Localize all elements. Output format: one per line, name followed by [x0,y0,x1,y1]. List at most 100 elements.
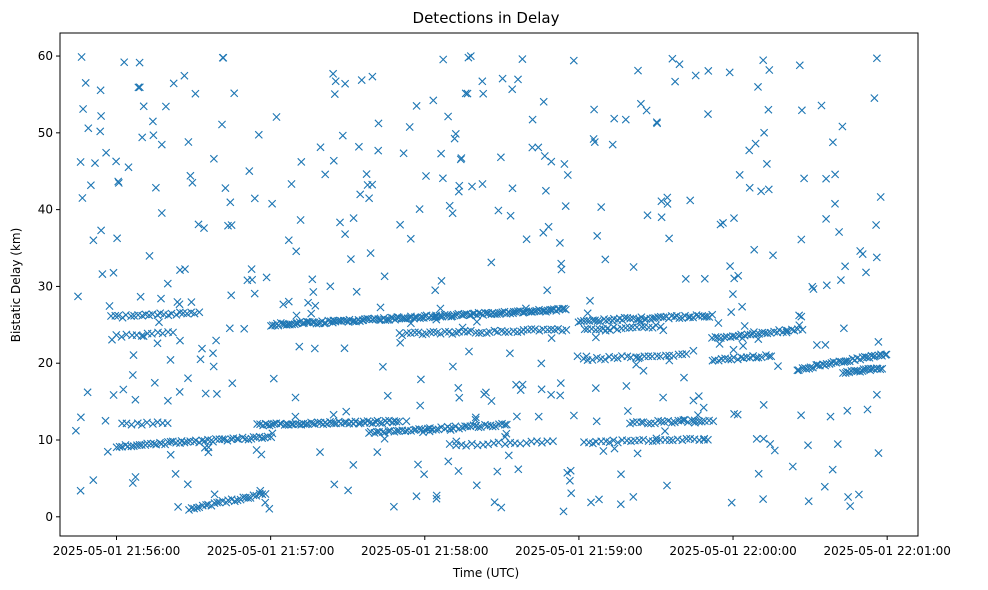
data-point [198,344,206,353]
data-point [878,364,887,373]
data-point [256,486,265,495]
data-point [128,479,137,487]
data-point [471,328,480,337]
data-point [667,418,676,427]
data-point [838,122,847,131]
data-point [392,417,401,426]
data-point [629,263,638,271]
data-point [167,309,176,318]
data-point [751,139,760,148]
data-point [196,355,205,364]
data-point [245,167,254,176]
data-point [582,316,591,325]
data-point [272,113,281,121]
data-point [562,325,571,334]
data-point [96,86,105,95]
data-point [822,281,831,290]
data-point [412,492,421,501]
data-point [730,274,739,283]
data-point [876,365,885,374]
data-point [601,355,609,364]
data-point [230,89,239,98]
data-point [613,438,622,447]
data-point [181,265,189,274]
data-point [307,309,316,318]
data-point [201,389,210,398]
data-point [555,238,564,247]
data-point [131,395,140,404]
data-point [488,308,497,317]
data-point [681,274,690,283]
data-point [547,325,556,334]
data-point [586,296,594,305]
data-point [150,378,159,387]
data-point [699,403,708,412]
data-point [765,66,774,74]
data-point [632,360,641,369]
data-point [316,448,324,457]
data-point [690,435,699,444]
data-point [679,416,688,425]
data-point [774,362,782,371]
data-point [91,159,99,168]
data-point [349,214,358,223]
data-point [211,435,220,443]
data-point [833,440,842,449]
data-point [817,101,826,110]
data-point [665,234,674,243]
data-point [715,339,724,348]
data-point [652,321,660,330]
data-point [862,268,870,277]
data-point [310,344,319,353]
x-axis-label: Time (UTC) [452,566,519,580]
data-point [590,105,599,114]
data-point [78,194,87,202]
data-point [394,313,403,322]
data-point [401,314,410,323]
data-point [563,171,572,179]
data-point [114,311,123,320]
data-point [540,152,549,160]
data-point [262,273,271,282]
data-point [754,469,763,478]
data-point [284,236,293,245]
data-point [644,352,653,361]
data-point [247,265,256,274]
data-point [764,185,773,194]
data-point [639,435,648,444]
data-point [716,220,725,229]
data-point [289,420,297,429]
data-point [652,434,661,443]
data-point [97,226,106,235]
data-point [686,313,695,322]
data-point [504,451,513,460]
data-point [129,351,138,360]
data-point [720,333,729,342]
data-point [137,331,146,340]
data-point [539,228,548,237]
data-point [190,309,199,318]
data-point [593,231,602,240]
data-point [432,491,441,500]
data-point [592,417,601,426]
data-point [479,89,488,98]
data-point [820,482,829,491]
data-point [103,447,112,456]
data-point [378,362,387,371]
data-point [766,440,775,448]
data-point [287,180,296,188]
data-point [656,322,665,331]
data-point [808,282,817,291]
data-point [308,275,317,284]
data-point [462,441,471,450]
data-point [528,143,537,152]
data-point [148,419,157,428]
data-point [352,287,361,296]
data-point [708,310,717,319]
data-point [670,312,679,321]
data-point [839,324,848,333]
data-point [113,234,122,243]
data-point [376,303,385,312]
data-point [163,419,172,428]
